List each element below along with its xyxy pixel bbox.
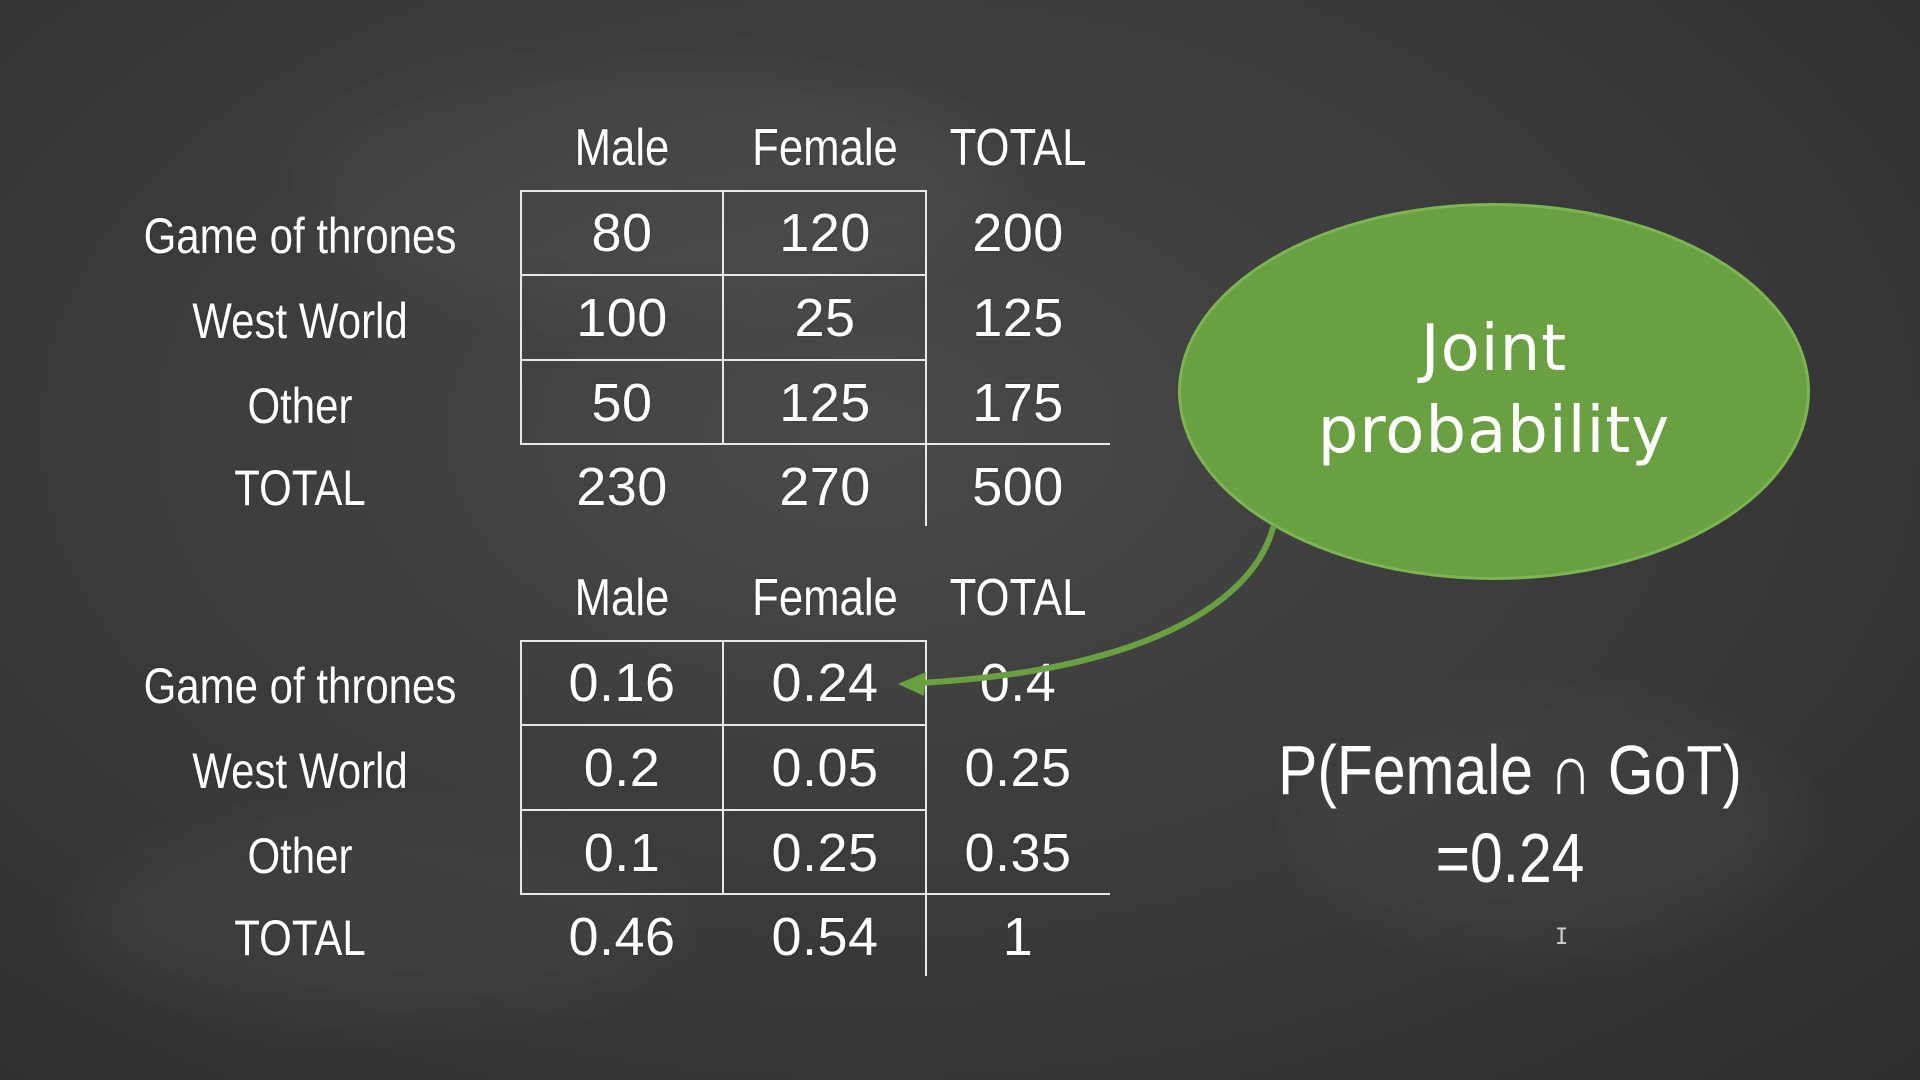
- table1-row-label-other: Other: [247, 378, 353, 434]
- table1-cell: 125: [779, 373, 871, 433]
- formula-line2: =0.24: [1435, 819, 1585, 897]
- table1-row-label-got: Game of thrones: [143, 208, 457, 264]
- table2-header-female: Female: [752, 569, 898, 627]
- table1-row-label-total: TOTAL: [234, 460, 366, 516]
- formula-line1: P(Female ∩ GoT): [1278, 731, 1742, 809]
- table2-header-total: TOTAL: [949, 569, 1087, 627]
- table2-cell: 1: [1002, 907, 1034, 967]
- table1-header-female: Female: [752, 119, 898, 177]
- table2-cell: 0.05: [771, 738, 879, 798]
- table2-cell: 0.25: [771, 823, 879, 883]
- grid-line: [520, 893, 1110, 895]
- grid-line: [722, 190, 724, 444]
- text-cursor-icon: I: [1555, 925, 1569, 950]
- table2-cell: 0.4: [979, 653, 1057, 713]
- table1-cell: 200: [972, 203, 1064, 263]
- table2-row-label-westworld: West World: [192, 743, 408, 799]
- joint-probability-bubble: [1178, 203, 1810, 580]
- table2-cell: 0.54: [771, 907, 879, 967]
- table2-cell-highlighted: 0.24: [771, 653, 879, 713]
- table1-cell: 270: [779, 457, 871, 517]
- table2-cell: 0.25: [964, 738, 1072, 798]
- grid-line: [925, 640, 927, 976]
- grid-line: [520, 443, 1110, 445]
- table2-header-male: Male: [574, 569, 670, 627]
- table1-cell: 175: [972, 373, 1064, 433]
- table1-row-label-westworld: West World: [192, 293, 408, 349]
- table1-cell: 230: [576, 457, 668, 517]
- table1-cell: 100: [576, 288, 668, 348]
- grid-line: [520, 640, 522, 894]
- grid-line: [722, 640, 724, 894]
- table1-cell: 50: [591, 373, 653, 433]
- table2-cell: 0.2: [583, 738, 661, 798]
- table2-row-label-got: Game of thrones: [143, 658, 457, 714]
- table2-row-label-total: TOTAL: [234, 910, 366, 966]
- grid-line: [925, 190, 927, 526]
- table1-header-male: Male: [574, 119, 670, 177]
- table2-cell: 0.1: [583, 823, 661, 883]
- table2-cell: 0.35: [964, 823, 1072, 883]
- table2-cell: 0.16: [568, 653, 676, 713]
- table2-cell: 0.46: [568, 907, 676, 967]
- chalk-smudge: [300, 60, 1000, 310]
- table1-cell: 125: [972, 288, 1064, 348]
- table1-cell: 25: [794, 288, 856, 348]
- table2-row-label-other: Other: [247, 828, 353, 884]
- joint-probability-label: Joint probability: [1178, 308, 1810, 472]
- table1-header-total: TOTAL: [949, 119, 1087, 177]
- callout-line2: probability: [1317, 394, 1671, 468]
- table1-cell: 120: [779, 203, 871, 263]
- table1-cell: 500: [972, 457, 1064, 517]
- grid-line: [520, 190, 522, 444]
- table1-cell: 80: [591, 203, 653, 263]
- callout-line1: Joint: [1420, 312, 1568, 386]
